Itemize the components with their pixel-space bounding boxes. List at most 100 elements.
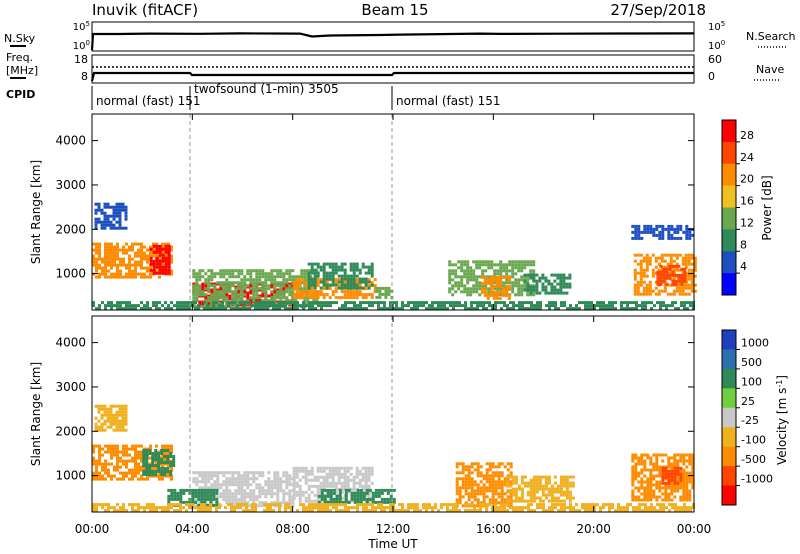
- power-cell-1: [164, 247, 168, 251]
- power-cell-5: [310, 287, 314, 291]
- velocity-cell-11: [200, 509, 203, 513]
- power-cell-0: [98, 263, 101, 267]
- velocity-cell-9: [640, 477, 644, 481]
- power-cell-3: [213, 282, 217, 286]
- power-cell-5: [319, 290, 323, 294]
- velocity-cell-0: [164, 444, 167, 448]
- power-cell-14: [590, 307, 593, 311]
- velocity-cell-3: [285, 480, 289, 484]
- power-cell-8: [484, 269, 488, 273]
- velocity-cell-11: [338, 503, 341, 507]
- velocity-cell-11: [338, 509, 341, 513]
- power-cell-7: [375, 289, 379, 293]
- velocity-cell-3: [264, 480, 268, 484]
- velocity-cell-9: [646, 480, 650, 484]
- velocity-cell-11: [269, 503, 272, 507]
- velocity-cell-2: [112, 404, 116, 408]
- power-cell-4: [195, 278, 199, 282]
- velocity-cell-3: [222, 471, 226, 475]
- velocity-cell-8: [535, 481, 539, 485]
- power-cell-4: [219, 281, 223, 285]
- velocity-cell-4: [167, 488, 171, 492]
- power-cell-12: [674, 279, 678, 283]
- power-cell-14: [536, 307, 539, 311]
- velocity-cell-9: [643, 489, 647, 493]
- power-cell-6: [364, 271, 368, 275]
- velocity-cell-0: [116, 465, 119, 469]
- velocity-cell-5: [298, 490, 302, 494]
- power-cell-3: [198, 300, 202, 304]
- power-cell-11: [633, 292, 637, 296]
- velocity-cell-5: [340, 496, 344, 500]
- velocity-cell-3: [276, 492, 280, 496]
- velocity-cell-5: [352, 481, 356, 485]
- velocity-cell-6: [356, 500, 360, 504]
- velocity-cell-6: [320, 494, 324, 498]
- velocity-cell-5: [346, 481, 350, 485]
- power-cell-8: [520, 269, 524, 273]
- velocity-cell-7: [458, 495, 462, 499]
- velocity-cell-7: [482, 486, 486, 490]
- velocity-cell-8: [517, 496, 521, 500]
- power-cell-4: [228, 287, 232, 291]
- velocity-cell-4: [206, 494, 210, 498]
- velocity-cell-8: [547, 493, 551, 497]
- velocity-cell-3: [282, 498, 286, 502]
- power-cell-8: [511, 281, 515, 285]
- power-cell-5: [319, 278, 323, 282]
- velocity-cell-7: [497, 465, 501, 469]
- power-cell-9: [480, 275, 484, 279]
- velocity-cell-7: [458, 498, 462, 502]
- velocity-cell-11: [572, 509, 575, 513]
- velocity-cell-8: [544, 493, 548, 497]
- power-cell-4: [306, 269, 310, 273]
- power-cell-11: [654, 292, 658, 296]
- velocity-cell-5: [334, 487, 338, 491]
- power-cell-5: [352, 296, 356, 300]
- velocity-cell-11: [680, 506, 683, 510]
- velocity-cell-5: [322, 475, 326, 479]
- power-cell-5: [328, 296, 332, 300]
- velocity-cell-5: [319, 499, 323, 503]
- velocity-cell-7: [482, 477, 486, 481]
- power-cell-5: [298, 296, 302, 300]
- power-cell-12: [683, 267, 687, 271]
- velocity-cell-7: [500, 471, 504, 475]
- velocity-cell-7: [500, 492, 504, 496]
- velocity-cell-7: [488, 483, 492, 487]
- power-cell-8: [460, 275, 464, 279]
- power-cell-3: [216, 288, 220, 292]
- velocity-cell-0: [158, 477, 161, 481]
- power-cell-6: [343, 268, 347, 272]
- power-cell-14: [689, 301, 692, 305]
- power-cell-8: [472, 260, 476, 264]
- power-cell-4: [252, 293, 256, 297]
- power-cell-12: [665, 273, 669, 277]
- velocity-colorbar-swatch: [722, 330, 736, 350]
- velocity-cell-5: [343, 478, 347, 482]
- power-cell-11: [672, 259, 676, 263]
- power-cell-8: [475, 266, 479, 270]
- velocity-cell-0: [110, 462, 113, 466]
- power-cell-6: [334, 271, 338, 275]
- velocity-cell-6: [389, 500, 393, 504]
- power-cell-4: [219, 293, 223, 297]
- power-cell-2: [121, 226, 125, 230]
- power-cell-6: [310, 262, 314, 266]
- velocity-cell-11: [173, 503, 176, 507]
- velocity-cell-11: [347, 506, 350, 510]
- velocity-cell-3: [198, 501, 202, 505]
- velocity-cell-11: [305, 509, 308, 513]
- power-cell-8: [517, 290, 521, 294]
- power-cell-5: [295, 296, 299, 300]
- velocity-cell-9: [688, 495, 692, 499]
- power-cell-14: [146, 301, 149, 305]
- power-cell-0: [92, 257, 95, 261]
- power-cell-9: [489, 278, 493, 282]
- power-cell-5: [298, 290, 302, 294]
- velocity-cell-5: [304, 475, 308, 479]
- velocity-cell-11: [377, 503, 380, 507]
- power-cell-8: [466, 266, 470, 270]
- power-cell-6: [322, 283, 326, 287]
- power-cell-11: [633, 268, 637, 272]
